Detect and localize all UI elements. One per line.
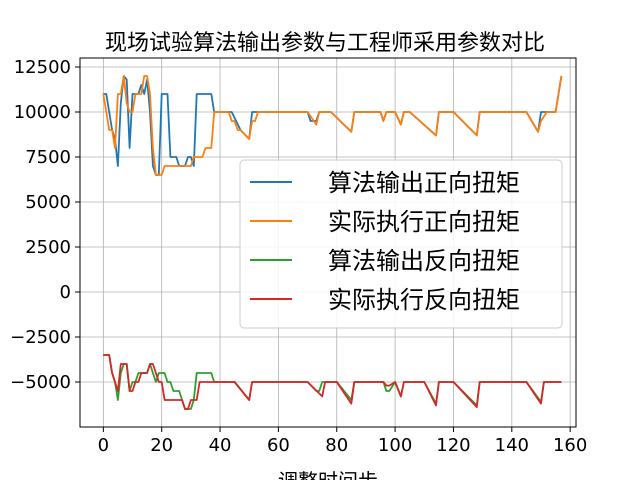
y-tick-label: 2500 <box>25 237 71 258</box>
y-axis: −5000 −2500 0 2500 5000 7500 10000 12500 <box>10 57 80 393</box>
x-tick-label: 60 <box>267 435 290 456</box>
legend-box <box>239 159 563 329</box>
y-tick-label: 5000 <box>25 192 71 213</box>
x-tick-label: 160 <box>553 435 587 456</box>
x-tick-label: 0 <box>98 435 109 456</box>
x-tick-label: 100 <box>378 435 412 456</box>
series-line-4 <box>103 354 562 410</box>
x-tick-label: 40 <box>209 435 232 456</box>
chart-title: 现场试验算法输出参数与工程师采用参数对比 <box>105 31 545 56</box>
legend-label: 算法输出反向扭矩 <box>328 247 520 275</box>
x-axis-label: 调整时间步 <box>278 469 378 480</box>
legend-label: 实际执行正向扭矩 <box>328 208 520 236</box>
y-tick-label: −2500 <box>10 327 71 348</box>
plot-frame <box>79 57 577 428</box>
y-tick-label: 12500 <box>14 57 71 78</box>
legend-label: 算法输出正向扭矩 <box>328 169 520 197</box>
x-axis: 0 20 40 60 80 100 120 140 160 <box>98 427 587 456</box>
legend-label: 实际执行反向扭矩 <box>328 286 520 314</box>
y-tick-label: 7500 <box>25 147 71 168</box>
x-tick-label: 20 <box>150 435 173 456</box>
y-tick-label: 10000 <box>14 102 71 123</box>
x-tick-label: 80 <box>325 435 348 456</box>
x-tick-label: 120 <box>436 435 470 456</box>
series-group <box>102 75 563 410</box>
series-line-2 <box>102 75 563 176</box>
y-tick-label: −5000 <box>10 372 71 393</box>
y-tick-label: 0 <box>60 282 71 303</box>
x-tick-label: 140 <box>495 435 529 456</box>
